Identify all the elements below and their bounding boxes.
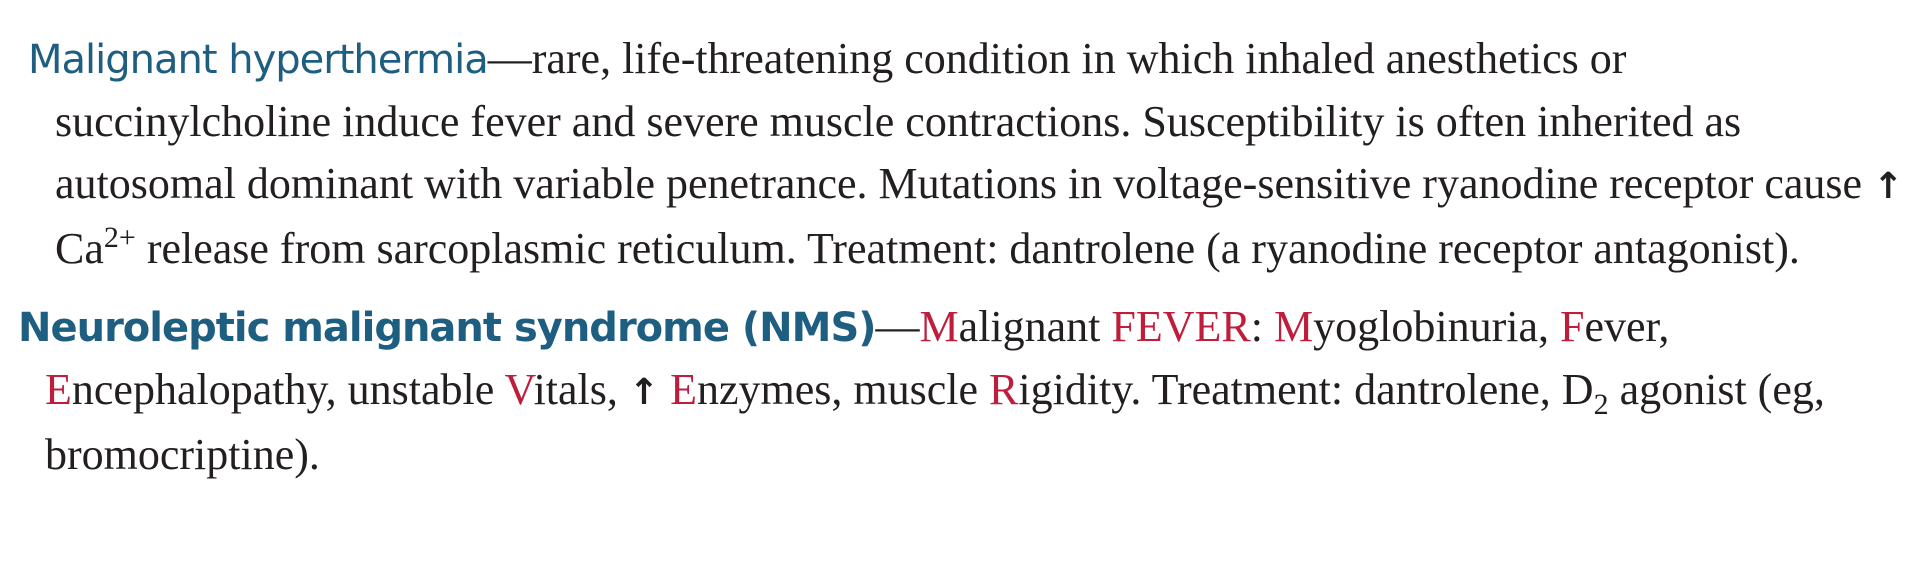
malignant-hyperthermia-term: Malignant hyperthermia [28, 37, 489, 83]
mnemonic-letter-f: F [1559, 302, 1585, 351]
nms-text: : [1250, 302, 1274, 351]
d2-subscript: 2 [1593, 388, 1609, 421]
increase-arrow-icon: ↑ [628, 372, 660, 413]
calcium-charge-superscript: 2+ [103, 221, 136, 254]
nms-entry: Neuroleptic malignant syndrome (NMS)—Mal… [0, 296, 1905, 486]
malignant-hyperthermia-text: —rare, life-threatening condition in whi… [55, 34, 1874, 208]
increase-arrow-icon: ↑ [1873, 166, 1904, 207]
nms-text: igidity. Treatment: dantrolene, D [1018, 365, 1594, 414]
nms-term: Neuroleptic malignant syndrome (NMS) [18, 305, 877, 351]
nms-text: nzymes, muscle [696, 365, 990, 414]
mnemonic-letter-m: M [1274, 302, 1314, 351]
nms-text [659, 365, 670, 414]
malignant-hyperthermia-entry: Malignant hyperthermia—rare, life-threat… [0, 28, 1905, 280]
nms-text: itals, [533, 365, 629, 414]
nms-text: ever, [1584, 302, 1670, 351]
nms-text: ncephalopathy, unstable [71, 365, 505, 414]
nms-text: alignant [958, 302, 1112, 351]
mnemonic-letter-r: R [989, 365, 1019, 414]
calcium-text: Ca [55, 224, 104, 273]
malignant-hyperthermia-treatment-text: release from sarcoplasmic reticulum. Tre… [135, 224, 1800, 273]
mnemonic-letter-m: M [919, 302, 959, 351]
nms-text: yoglobinuria, [1313, 302, 1560, 351]
mnemonic-word-fever: FEVER [1111, 302, 1251, 351]
mnemonic-letter-v: V [504, 365, 534, 414]
nms-dash: — [875, 302, 920, 351]
mnemonic-letter-e: E [45, 365, 72, 414]
mnemonic-letter-e: E [670, 365, 697, 414]
nms-treatment-text: agonist (eg, bromocriptine). [45, 365, 1825, 479]
